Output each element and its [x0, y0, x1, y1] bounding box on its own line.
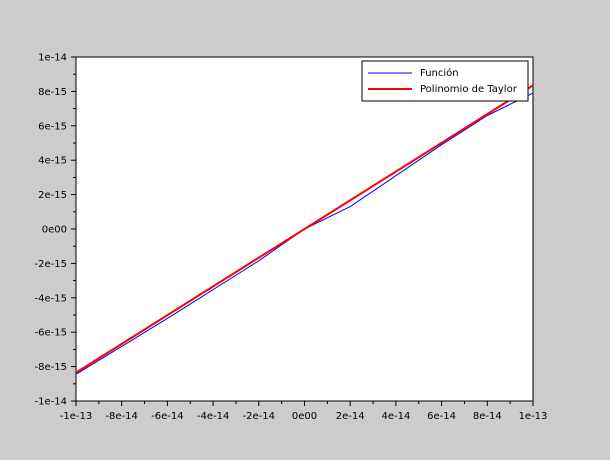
legend: Función Polinomio de Taylor — [361, 60, 529, 102]
series-line-taylor — [75, 84, 534, 374]
x-tick-label: 1e-13 — [519, 411, 548, 422]
x-tick-label: 0e00 — [292, 411, 317, 422]
y-tick-label: 1e-14 — [38, 53, 67, 64]
y-tick-label: -4e-15 — [35, 293, 67, 304]
y-tick-label: 0e00 — [42, 225, 67, 236]
x-tick-label: -1e-13 — [60, 411, 92, 422]
y-tick-label: -6e-15 — [35, 328, 67, 339]
x-tick-label: 2e-14 — [336, 411, 365, 422]
y-tick-label: -2e-15 — [35, 259, 67, 270]
x-tick-label: 6e-14 — [427, 411, 456, 422]
legend-label-taylor: Polinomio de Taylor — [420, 84, 518, 95]
y-tick-label: 4e-15 — [38, 156, 67, 167]
legend-label-funcion: Función — [420, 67, 459, 79]
y-tick-label: -1e-14 — [35, 397, 67, 408]
y-tick-label: 6e-15 — [38, 121, 67, 132]
x-tick-label: 8e-14 — [473, 411, 502, 422]
x-tick-label: 4e-14 — [381, 411, 410, 422]
x-tick-label: -4e-14 — [197, 411, 229, 422]
legend-box — [361, 60, 529, 102]
y-tick-label: 8e-15 — [38, 87, 67, 98]
x-tick-label: -2e-14 — [243, 411, 275, 422]
y-tick-label: -8e-15 — [35, 362, 67, 373]
axis-ticks: -1e-13 -8e-14 -6e-14 -4e-14 -2e-14 0e00 2e-14 4… — [35, 53, 548, 423]
series-lines — [75, 84, 534, 375]
x-tick-label: -8e-14 — [105, 411, 137, 422]
series-line-funcion — [75, 92, 534, 375]
x-tick-label: -6e-14 — [151, 411, 183, 422]
y-tick-label: 2e-15 — [38, 190, 67, 201]
